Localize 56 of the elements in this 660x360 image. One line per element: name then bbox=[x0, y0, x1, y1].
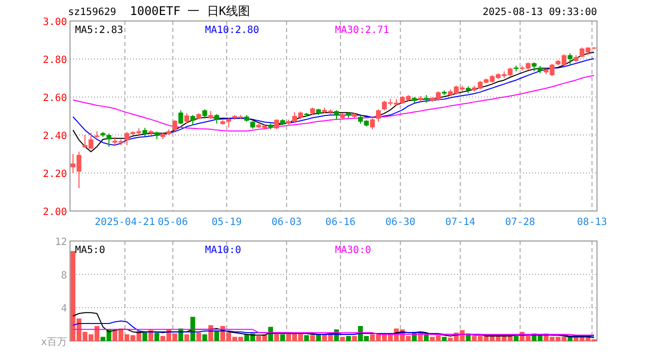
bar bbox=[196, 332, 202, 341]
bar bbox=[154, 332, 160, 341]
y-tick-label: x百万 bbox=[40, 337, 67, 348]
bar bbox=[514, 336, 519, 341]
y-tick-label: 2.40 bbox=[42, 131, 67, 142]
candlestick bbox=[274, 118, 280, 130]
x-tick-label: 08-13 bbox=[576, 217, 608, 228]
y-tick-label: 2.20 bbox=[42, 169, 67, 180]
text: MA10:0 bbox=[205, 245, 242, 256]
y-tick-label: 3.00 bbox=[42, 17, 67, 28]
candlestick bbox=[376, 108, 381, 122]
bar bbox=[280, 334, 285, 341]
text: MA5:2.83 bbox=[75, 25, 124, 36]
bar bbox=[142, 332, 148, 341]
candlestick bbox=[202, 108, 208, 119]
bar bbox=[304, 335, 309, 341]
text: sz159629 bbox=[68, 7, 116, 18]
bar bbox=[352, 336, 357, 341]
candlestick bbox=[184, 112, 190, 124]
y-tick-label: 2.80 bbox=[42, 55, 67, 66]
x-tick-label: 05-06 bbox=[158, 217, 188, 228]
bar bbox=[442, 336, 447, 341]
y-tick-label: 4 bbox=[60, 304, 67, 315]
candlestick bbox=[172, 120, 178, 132]
text: MA10:2.80 bbox=[205, 25, 260, 36]
x-tick-label: 07-14 bbox=[445, 217, 476, 228]
bar bbox=[184, 334, 190, 341]
bar bbox=[568, 336, 572, 341]
x-tick-label: 05-19 bbox=[212, 217, 242, 228]
chart-title: 1000ETF 一 日K线图 bbox=[130, 4, 250, 18]
text: MA30:2.71 bbox=[335, 25, 390, 36]
y-tick-label: 8 bbox=[60, 270, 67, 282]
x-tick-label: 06-03 bbox=[272, 217, 302, 228]
bar bbox=[340, 336, 345, 341]
candlestick bbox=[214, 114, 220, 124]
y-tick-label: 2.60 bbox=[42, 93, 67, 104]
text: MA5:0 bbox=[75, 245, 106, 256]
x-tick-label: 06-30 bbox=[385, 217, 416, 228]
candlestick bbox=[190, 114, 196, 126]
chart-subtitle: 2025-08-13 09:33:00 bbox=[482, 7, 597, 18]
candlestick bbox=[568, 52, 572, 66]
bar bbox=[316, 334, 321, 341]
text: MA30:0 bbox=[335, 245, 372, 256]
line-series bbox=[72, 74, 595, 132]
x-tick-label: 2025-04-21 bbox=[94, 217, 155, 228]
bar bbox=[310, 335, 315, 341]
bar bbox=[346, 336, 351, 341]
candlestick bbox=[334, 110, 339, 120]
line-series bbox=[72, 320, 595, 336]
candlestick bbox=[370, 118, 375, 130]
candlestick bbox=[178, 110, 184, 124]
bar bbox=[202, 334, 208, 341]
x-tick-label: 06-16 bbox=[325, 217, 356, 228]
x-tick-label: 07-28 bbox=[505, 217, 536, 228]
y-tick-label: 2.00 bbox=[42, 207, 67, 218]
y-tick-label: 12 bbox=[54, 237, 67, 248]
